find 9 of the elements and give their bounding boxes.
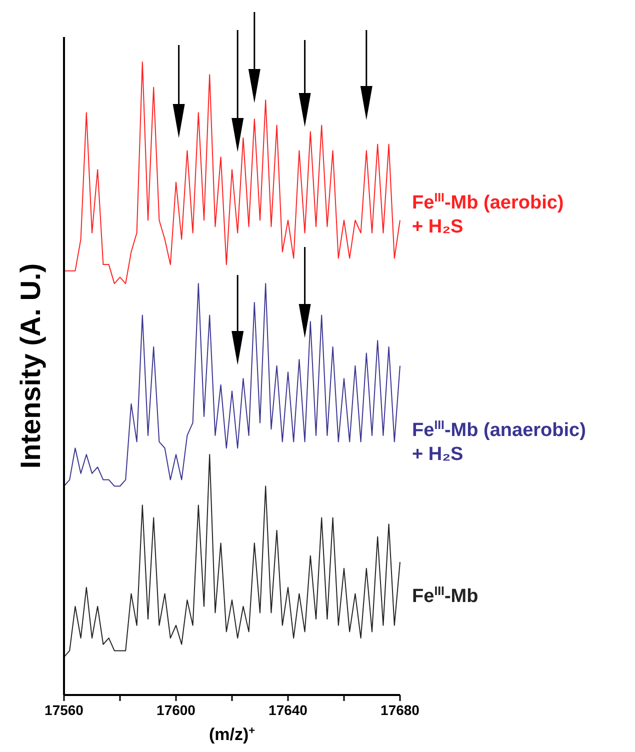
x-tick-label: 17600	[156, 702, 196, 718]
x-tick-label: 17680	[380, 702, 420, 718]
y-axis-title: Intensity (A. U.)	[15, 263, 46, 469]
series-label: Fe$^{III}$-Mb	[412, 584, 478, 608]
series-label: Fe$^{III}$-Mb (aerobic) + H₂S	[412, 190, 564, 238]
series-label: Fe$^{III}$-Mb (anaerobic) + H₂S	[412, 418, 586, 465]
x-axis-title: (m/z)$^{+}$	[208, 725, 256, 744]
x-tick-label: 17640	[268, 702, 308, 718]
x-tick-label: 17560	[44, 702, 84, 718]
